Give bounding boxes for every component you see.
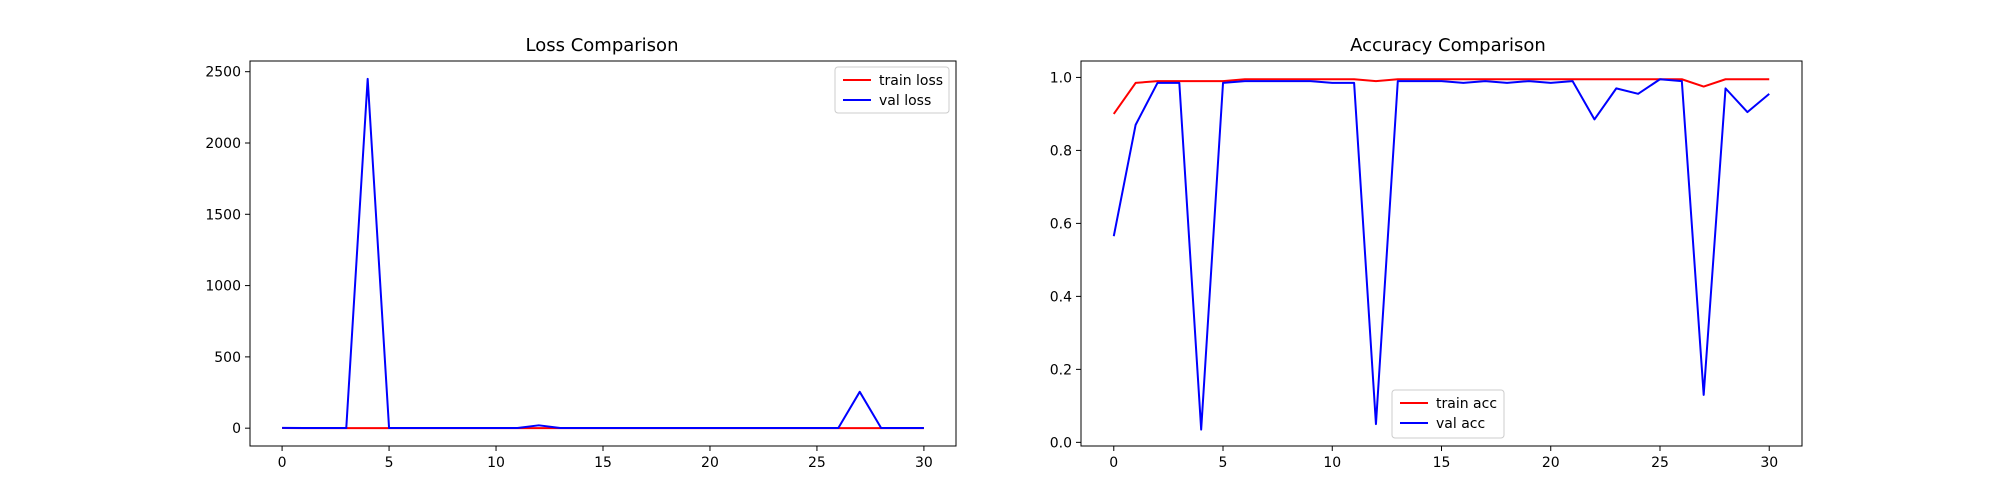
accuracy-x-tick-label: 10 bbox=[1323, 455, 1341, 471]
accuracy-ticks-layer: 0 5 10 15 20 25 30 0.0 0.2 0.4 0.6 0.8 1.0 bbox=[1050, 70, 1778, 471]
loss-y-tick-label: 500 bbox=[214, 350, 241, 366]
accuracy-x-tick-label: 15 bbox=[1433, 455, 1451, 471]
accuracy-x-tick-label: 25 bbox=[1651, 455, 1669, 471]
accuracy-chart-title: Accuracy Comparison bbox=[1350, 35, 1546, 56]
loss-legend-label-val: val loss bbox=[879, 93, 931, 109]
loss-x-tick-label: 25 bbox=[808, 455, 826, 471]
loss-series-line-val bbox=[282, 77, 924, 430]
loss-x-tick-label: 0 bbox=[278, 455, 287, 471]
loss-y-tick-label: 1500 bbox=[205, 207, 241, 223]
loss-chart-panel: Loss Comparison 0 5 10 15 20 25 30 0 500 1000 1500… bbox=[205, 35, 957, 471]
loss-series-layer bbox=[282, 77, 924, 430]
accuracy-legend: train acc val acc bbox=[1391, 389, 1505, 439]
accuracy-legend-label-train: train acc bbox=[1436, 396, 1497, 412]
accuracy-x-tick-label: 30 bbox=[1760, 455, 1778, 471]
accuracy-legend-label-val: val acc bbox=[1436, 416, 1485, 432]
accuracy-x-tick-label: 20 bbox=[1542, 455, 1560, 471]
loss-y-tick-label: 0 bbox=[232, 421, 241, 437]
loss-legend-box bbox=[834, 66, 950, 114]
loss-x-tick-label: 5 bbox=[385, 455, 394, 471]
accuracy-y-tick-label: 0.2 bbox=[1050, 362, 1072, 378]
loss-axes-frame bbox=[249, 60, 957, 447]
loss-y-tick-label: 2000 bbox=[205, 136, 241, 152]
loss-y-tick-label: 2500 bbox=[205, 65, 241, 81]
accuracy-x-tick-label: 5 bbox=[1219, 455, 1228, 471]
loss-x-tick-label: 30 bbox=[915, 455, 933, 471]
loss-x-tick-label: 15 bbox=[594, 455, 612, 471]
accuracy-chart-panel: Accuracy Comparison 0 5 10 15 20 25 30 0.0 0.2 0.… bbox=[1050, 35, 1803, 471]
loss-legend-label-train: train loss bbox=[879, 73, 943, 89]
accuracy-y-tick-label: 0.6 bbox=[1050, 216, 1072, 232]
accuracy-series-line-val bbox=[1112, 78, 1770, 431]
accuracy-axes-frame bbox=[1080, 60, 1803, 447]
accuracy-y-tick-label: 0.4 bbox=[1050, 289, 1072, 305]
accuracy-y-tick-label: 1.0 bbox=[1050, 70, 1072, 86]
loss-legend: train loss val loss bbox=[834, 66, 950, 114]
loss-chart-title: Loss Comparison bbox=[526, 35, 679, 56]
accuracy-y-tick-label: 0.0 bbox=[1050, 435, 1072, 451]
accuracy-y-tick-label: 0.8 bbox=[1050, 143, 1072, 159]
loss-x-tick-label: 20 bbox=[701, 455, 719, 471]
loss-y-tick-label: 1000 bbox=[205, 279, 241, 295]
accuracy-series-layer bbox=[1112, 78, 1770, 431]
accuracy-x-tick-label: 0 bbox=[1109, 455, 1118, 471]
loss-ticks-layer: 0 5 10 15 20 25 30 0 500 1000 1500 2000 2500 bbox=[205, 65, 932, 471]
loss-x-tick-label: 10 bbox=[487, 455, 505, 471]
